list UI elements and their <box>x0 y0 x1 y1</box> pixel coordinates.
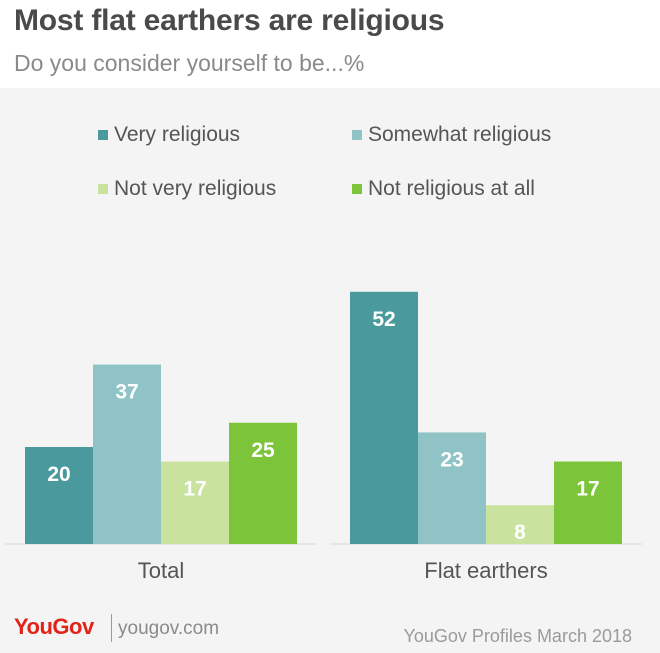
data-label-somewhat-religious-total: 37 <box>115 381 138 404</box>
legend-item-very-religious: Very religious <box>98 121 240 149</box>
category-label-flat-earthers: Flat earthers <box>424 558 548 583</box>
bar-not-religious-at-all-flat-earthers <box>554 461 622 544</box>
legend-label-somewhat-religious: Somewhat religious <box>368 123 552 146</box>
bar-not-very-religious-flat-earthers <box>486 505 554 544</box>
bar-chart: 20 37 17 25 Total 52 23 8 17 Flat earthers <box>5 291 642 583</box>
footer-divider <box>111 614 112 642</box>
category-label-total: Total <box>138 558 184 583</box>
legend-item-not-very-religious: Not very religious <box>98 175 276 203</box>
legend-label-not-very-religious: Not very religious <box>114 177 277 200</box>
data-label-not-religious-at-all-total: 25 <box>251 439 275 462</box>
bar-very-religious-flat-earthers <box>350 291 418 544</box>
legend-swatch-not-religious-at-all <box>352 184 362 194</box>
bar-somewhat-religious-total <box>93 364 161 544</box>
yougov-logo: YouGov <box>14 614 94 639</box>
data-label-very-religious-flat-earthers: 52 <box>372 308 395 331</box>
legend-swatch-somewhat-religious <box>352 130 362 140</box>
bar-somewhat-religious-flat-earthers <box>418 432 486 544</box>
legend-label-not-religious-at-all: Not religious at all <box>368 177 535 200</box>
data-label-somewhat-religious-flat-earthers: 23 <box>440 448 463 471</box>
data-label-not-very-religious-flat-earthers: 8 <box>514 521 526 544</box>
legend-item-somewhat-religious: Somewhat religious <box>352 121 551 149</box>
chart-subtitle: Do you consider yourself to be...% <box>14 50 365 76</box>
data-label-very-religious-total: 20 <box>47 463 70 486</box>
bar-not-very-religious-total <box>161 461 229 544</box>
legend-item-not-religious-at-all: Not religious at all <box>352 175 535 203</box>
data-label-not-very-religious-total: 17 <box>183 478 206 501</box>
footer-source: YouGov Profiles March 2018 <box>403 626 632 646</box>
legend-swatch-very-religious <box>98 130 108 140</box>
bar-not-religious-at-all-total <box>229 422 297 544</box>
chart-header: Most flat earthers are religious Do you … <box>0 0 660 88</box>
data-label-not-religious-at-all-flat-earthers: 17 <box>576 478 599 501</box>
bar-very-religious-total <box>25 447 93 544</box>
footer-site: yougov.com <box>118 618 220 639</box>
chart-title: Most flat earthers are religious <box>14 4 445 37</box>
legend-label-very-religious: Very religious <box>114 123 241 146</box>
legend-swatch-not-very-religious <box>98 184 108 194</box>
